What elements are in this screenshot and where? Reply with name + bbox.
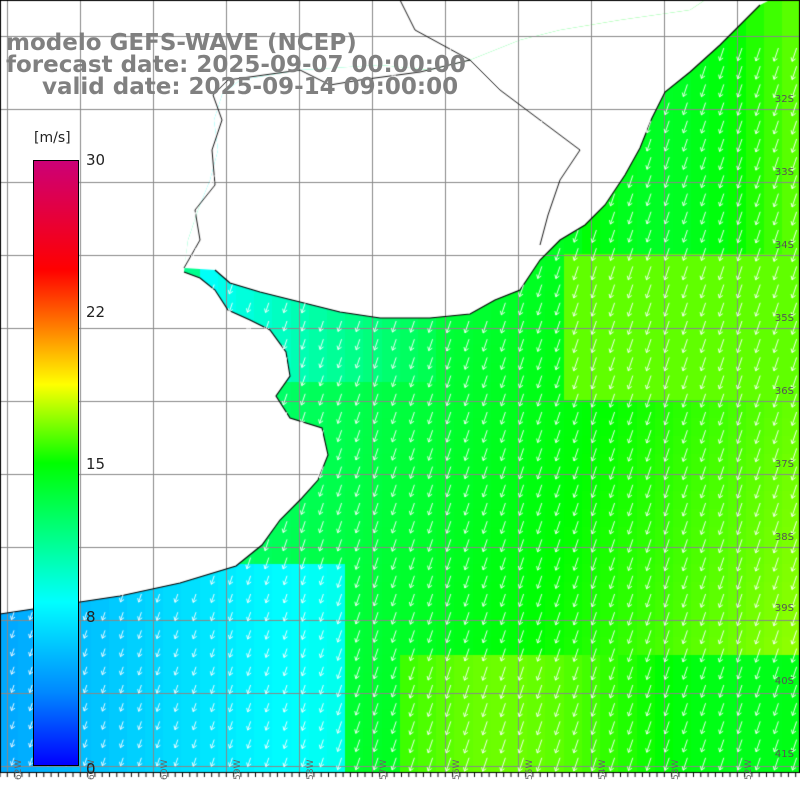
lat-label: 41S [774, 749, 794, 760]
lat-label: 40S [774, 676, 794, 687]
model-title: modelo GEFS-WAVE (NCEP) [6, 30, 357, 56]
lat-label: 39S [774, 603, 794, 614]
lon-label: 58W [306, 759, 316, 780]
forecast-date-label: forecast date: 2025-09-07 00:00:00 [6, 52, 466, 78]
lon-label: 54W [598, 759, 608, 780]
colorbar-tick-label: 0 [86, 760, 96, 778]
lat-label: 38S [774, 532, 794, 543]
lat-label: 37S [774, 459, 794, 470]
lon-label: 53W [671, 759, 681, 780]
lon-label: 56W [452, 759, 462, 780]
colorbar-tick-label: 8 [86, 608, 96, 626]
colorbar-tick-label: 15 [86, 455, 106, 473]
lon-label: 60W [160, 759, 170, 780]
lat-label: 35S [774, 313, 794, 324]
lon-label: 57W [379, 759, 389, 780]
lat-label: 34S [774, 240, 794, 251]
colorbar-tick-label: 22 [86, 303, 106, 321]
colorbar-tick-label: 30 [86, 151, 106, 169]
lon-label: 59W [233, 759, 243, 780]
lon-label: 62W [14, 759, 24, 780]
lat-label: 32S [774, 94, 794, 105]
valid-date-label: valid date: 2025-09-14 09:00:00 [42, 74, 459, 100]
colorbar [33, 160, 79, 766]
lon-label: 52W [744, 759, 754, 780]
lon-label: 55W [525, 759, 535, 780]
colorbar-unit-label: [m/s] [34, 130, 71, 146]
lat-label: 36S [774, 386, 794, 397]
lat-label: 33S [774, 167, 794, 178]
